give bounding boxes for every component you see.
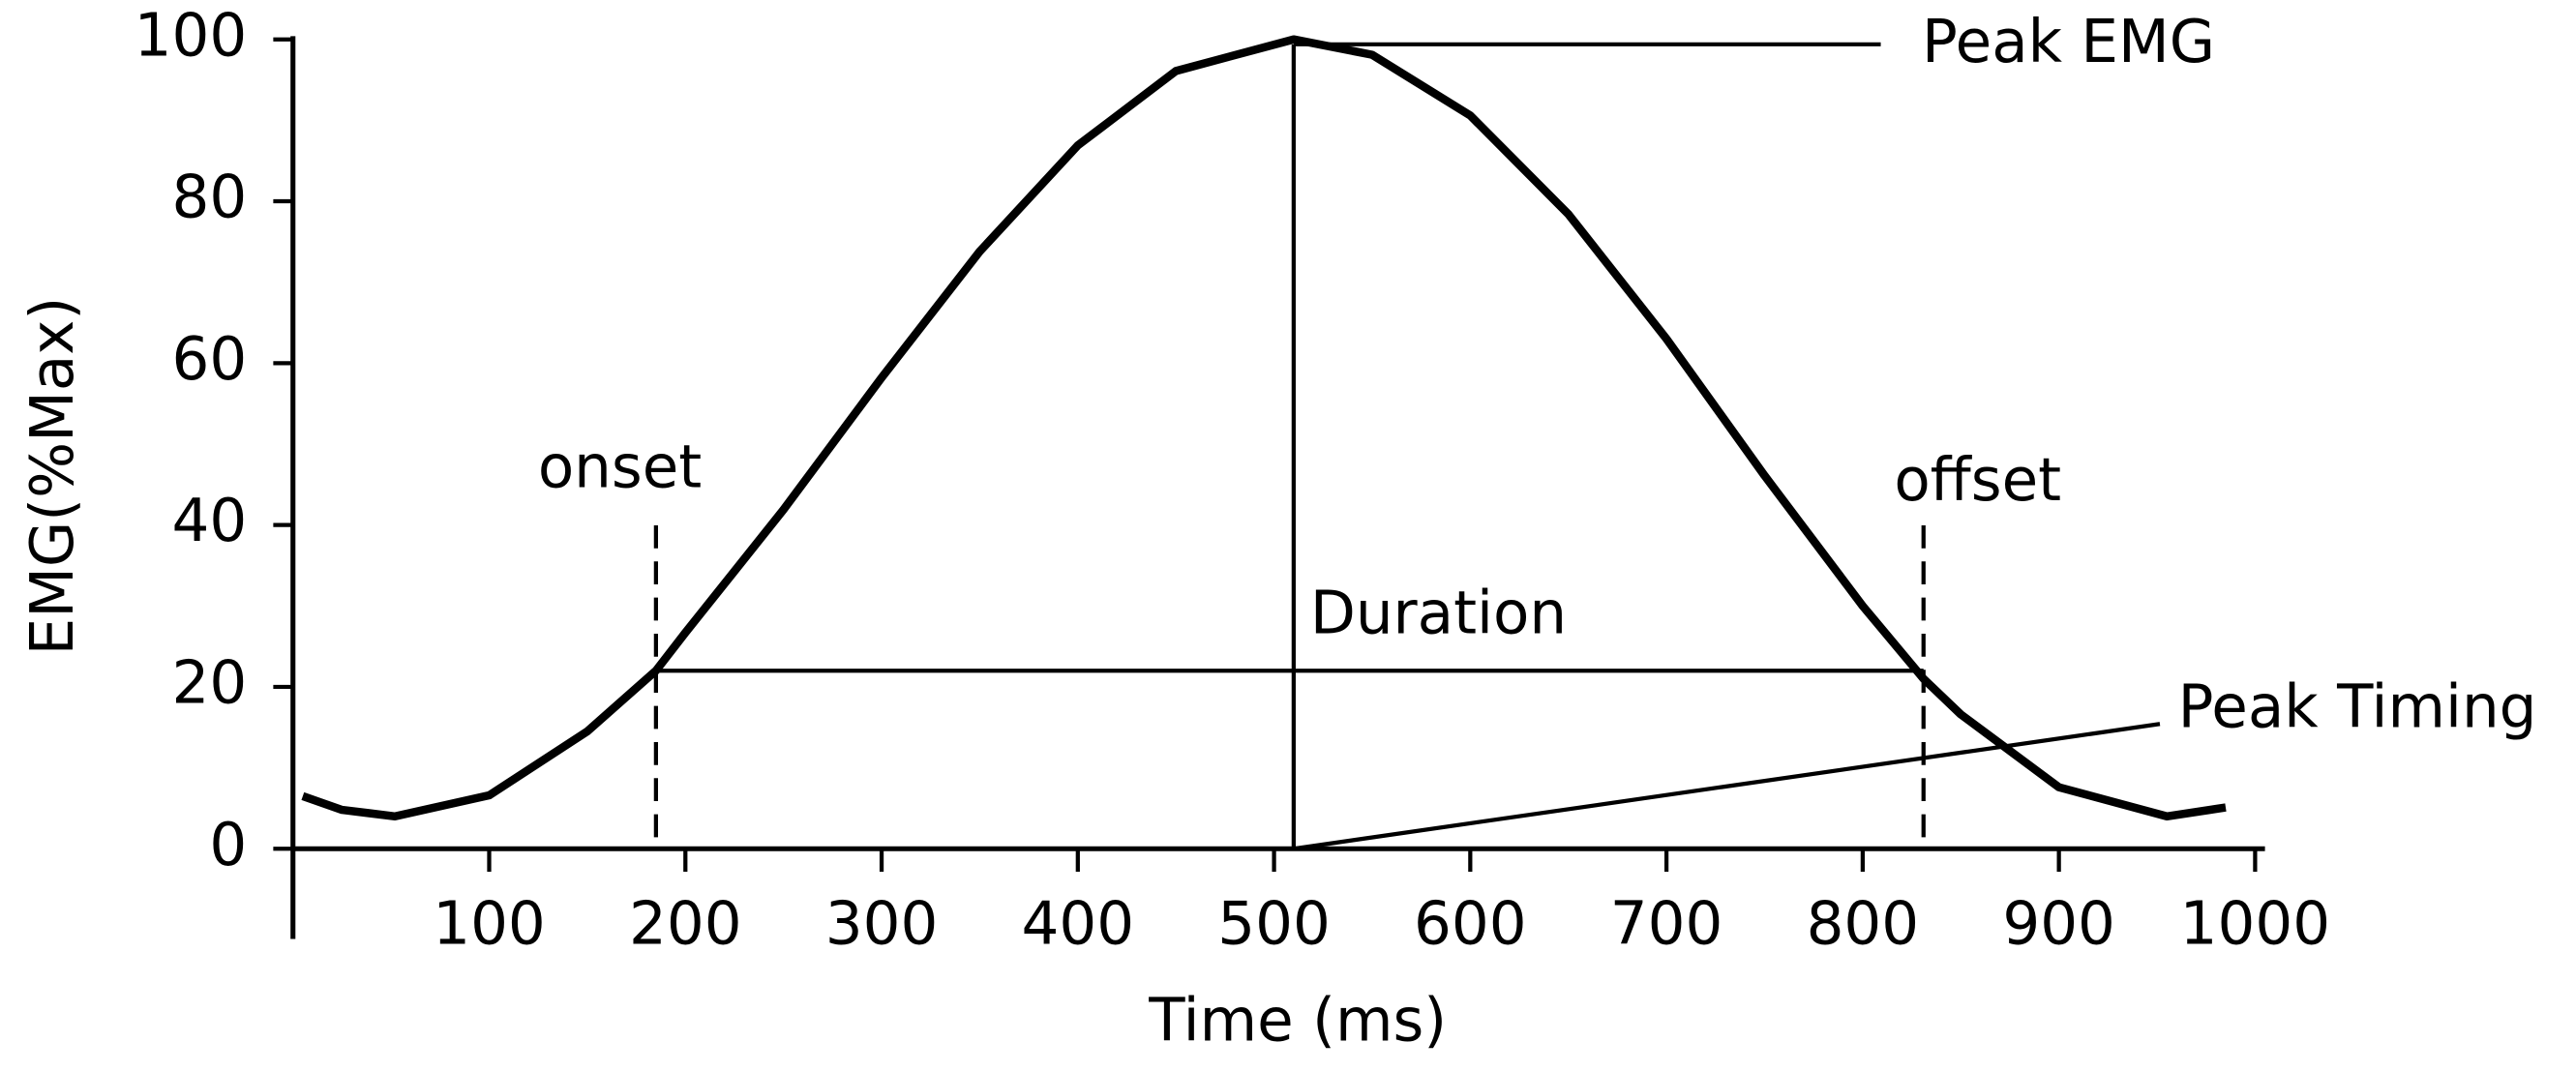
annotation: offset — [1894, 446, 2061, 515]
y-tick-label: 60 — [172, 325, 248, 394]
annotation: Peak Timing — [2178, 672, 2537, 741]
x-tick-label: 300 — [825, 889, 939, 958]
y-tick-label: 100 — [135, 1, 248, 70]
x-tick-label: 900 — [2002, 889, 2115, 958]
emg-curve — [301, 35, 2227, 821]
x-tick-label: 400 — [1022, 889, 1135, 958]
x-tick-label: 600 — [1414, 889, 1527, 958]
y-tick-label: 80 — [172, 164, 248, 232]
annotation: onset — [538, 433, 702, 502]
y-axis-label: EMG(%Max) — [18, 297, 87, 656]
x-axis-label: Time (ms) — [1148, 986, 1447, 1055]
timing-line — [1293, 722, 2161, 851]
x-tick-label: 700 — [1610, 889, 1723, 958]
annotation: Peak EMG — [1922, 8, 2215, 76]
y-tick-label: 40 — [172, 487, 248, 555]
x-tick-label: 200 — [629, 889, 742, 958]
y-tick-label: 20 — [172, 649, 248, 718]
x-tick-label: 1000 — [2180, 889, 2330, 958]
x-tick-label: 500 — [1217, 889, 1331, 958]
y-tick-label: 0 — [209, 811, 247, 879]
x-tick-label: 100 — [433, 889, 546, 958]
annotation: Duration — [1310, 580, 1567, 648]
x-tick-label: 800 — [1807, 889, 1920, 958]
